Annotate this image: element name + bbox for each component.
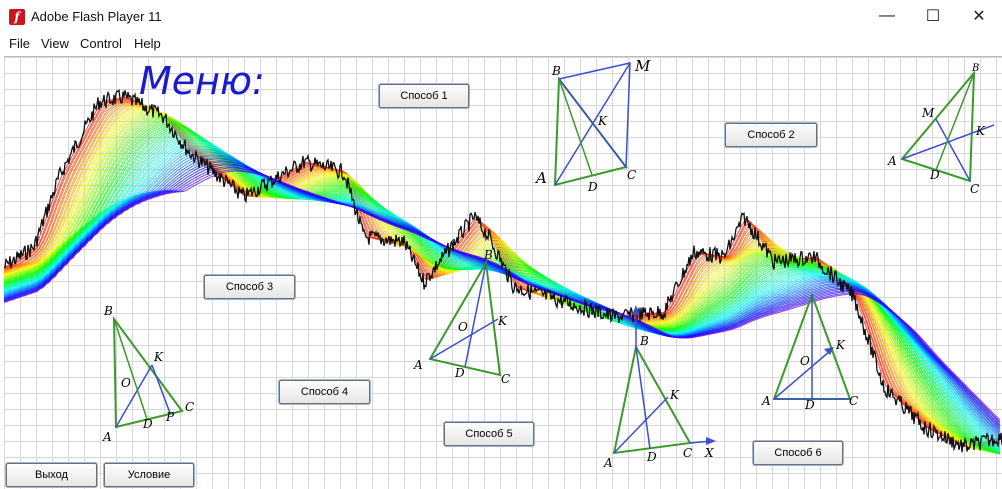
d6-label-D: D bbox=[804, 398, 815, 412]
minimize-button[interactable]: — bbox=[879, 7, 895, 24]
method-2-button[interactable]: Способ 2 bbox=[725, 123, 817, 147]
window-title: Adobe Flash Player 11 bbox=[31, 9, 162, 24]
d1-label-K: K bbox=[597, 114, 608, 128]
d4-label-C: C bbox=[501, 372, 510, 386]
menu-help[interactable]: Help bbox=[134, 36, 161, 51]
d1-label-C: C bbox=[627, 168, 636, 182]
menu-control[interactable]: Control bbox=[80, 36, 122, 51]
d2-label-B: B bbox=[971, 63, 979, 74]
menu-title: Меню: bbox=[139, 59, 265, 103]
d5-label-X: X bbox=[704, 446, 714, 460]
diagram-5: B K A D C X bbox=[603, 305, 716, 470]
d2-label-K: K bbox=[975, 124, 986, 138]
method-1-button[interactable]: Способ 1 bbox=[379, 84, 469, 108]
d6-label-O: O bbox=[800, 354, 810, 368]
d4-label-A: A bbox=[413, 358, 423, 372]
d5-label-A: A bbox=[603, 456, 613, 470]
d2-label-D: D bbox=[929, 168, 940, 182]
menu-bar: File View Control Help bbox=[0, 32, 1002, 54]
menu-view[interactable]: View bbox=[41, 36, 69, 51]
condition-button[interactable]: Условие bbox=[104, 463, 194, 487]
d2-label-A: A bbox=[887, 154, 897, 168]
diagram-1: B M K A D C bbox=[534, 57, 651, 194]
method-3-button[interactable]: Способ 3 bbox=[204, 275, 295, 299]
d5-label-C: C bbox=[683, 446, 692, 460]
exit-button[interactable]: Выход bbox=[6, 463, 97, 487]
flash-stage: B M K A D C B M K A D C B K O A bbox=[4, 56, 1002, 489]
d4-label-O: O bbox=[458, 320, 468, 334]
d3-label-A: A bbox=[102, 430, 112, 444]
ribbon-line bbox=[4, 163, 1001, 428]
d3-label-O: O bbox=[121, 376, 131, 390]
method-6-button[interactable]: Способ 6 bbox=[753, 441, 843, 465]
ribbon-line bbox=[4, 166, 1001, 425]
price-line bbox=[4, 88, 1002, 453]
d3-label-C: C bbox=[185, 400, 194, 414]
ribbon-line bbox=[4, 158, 1001, 433]
diagram-2: B M K A D C bbox=[887, 63, 995, 196]
d1-label-M: M bbox=[634, 57, 651, 75]
close-button[interactable]: ✕ bbox=[972, 8, 986, 25]
ribbon-line bbox=[4, 157, 1001, 435]
menu-file[interactable]: File bbox=[9, 36, 30, 51]
d3-label-K: K bbox=[153, 350, 164, 364]
d4-label-K: K bbox=[497, 314, 508, 328]
method-4-button[interactable]: Способ 4 bbox=[279, 380, 370, 404]
d3-label-B: B bbox=[103, 304, 113, 318]
diagram-3: B K O A D P C bbox=[102, 304, 194, 444]
d5-label-D: D bbox=[646, 450, 657, 464]
flash-icon: f bbox=[9, 9, 25, 25]
d2-label-M: M bbox=[921, 106, 935, 120]
geometry-diagrams: B M K A D C B M K A D C B K O A bbox=[102, 57, 995, 470]
diagram-6: K O A D C bbox=[761, 292, 858, 412]
d1-label-B: B bbox=[551, 64, 561, 78]
d4-label-B: B bbox=[483, 248, 493, 262]
d4-label-D: D bbox=[454, 366, 465, 380]
d3-label-D: D bbox=[142, 417, 153, 431]
d3-label-P: P bbox=[165, 410, 175, 424]
d1-label-A: A bbox=[534, 169, 547, 187]
maximize-button[interactable]: ☐ bbox=[925, 8, 941, 25]
d6-label-A: A bbox=[761, 394, 771, 408]
diagram-4: B K O A D C bbox=[413, 248, 510, 386]
d1-label-D: D bbox=[587, 180, 598, 194]
title-bar: f Adobe Flash Player 11 — ☐ ✕ bbox=[0, 0, 1002, 32]
d6-label-K: K bbox=[835, 338, 846, 352]
method-5-button[interactable]: Способ 5 bbox=[444, 422, 534, 446]
d5-label-K: K bbox=[669, 388, 680, 402]
d6-label-C: C bbox=[849, 394, 858, 408]
d2-label-C: C bbox=[970, 182, 979, 196]
ribbon-line bbox=[4, 160, 1001, 432]
d5-label-B: B bbox=[639, 334, 649, 348]
rainbow-background-chart bbox=[4, 88, 1002, 455]
